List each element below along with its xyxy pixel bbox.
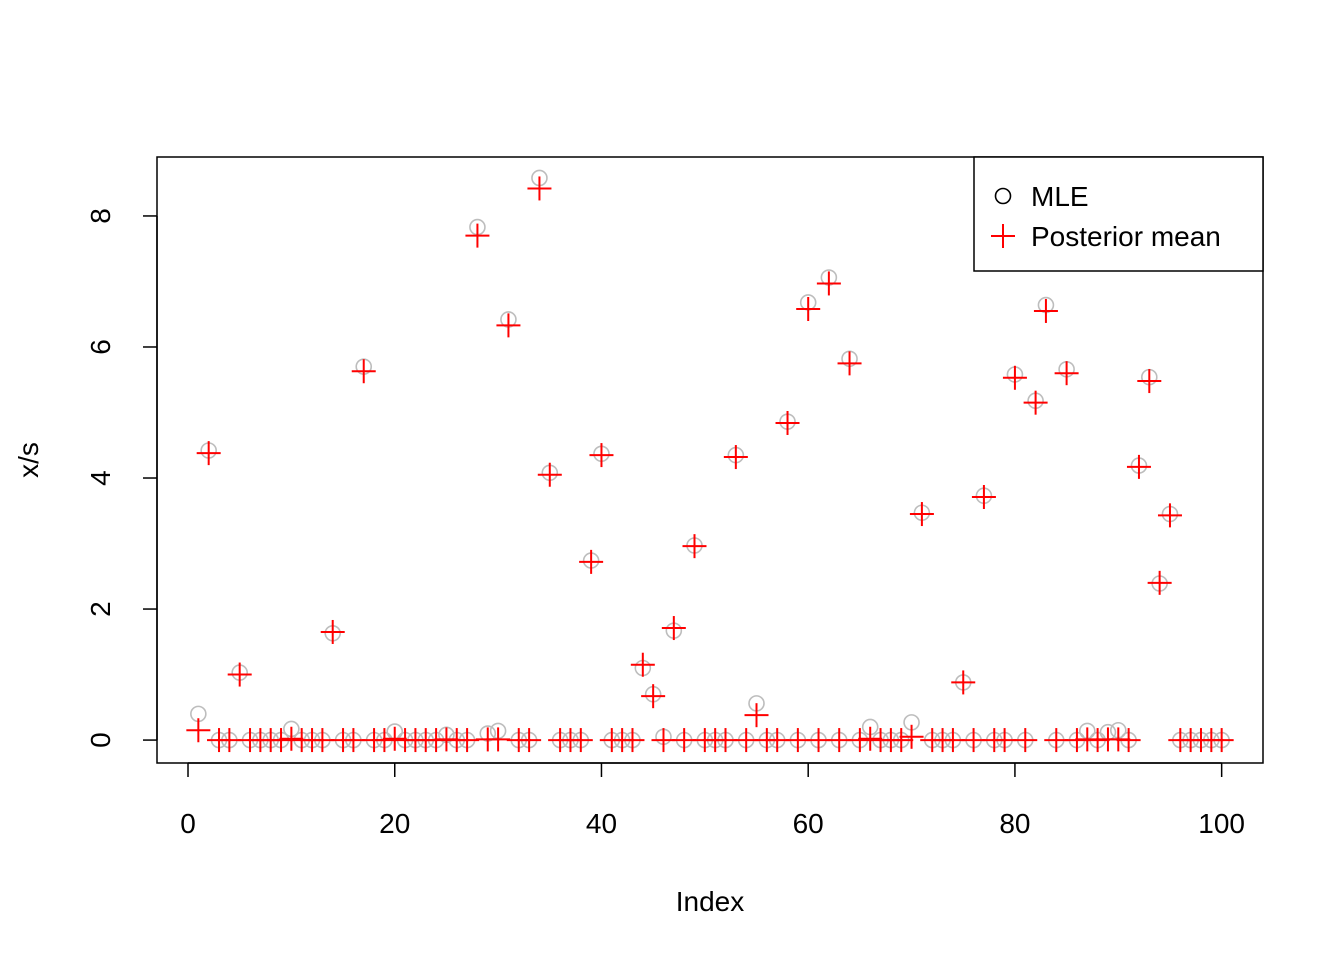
y-tick-label: 2 xyxy=(85,601,116,617)
posterior-mean-point xyxy=(217,728,242,753)
legend-circle-icon xyxy=(994,187,1012,205)
posterior-mean-point xyxy=(837,351,862,376)
posterior-mean-point xyxy=(496,313,521,338)
posterior-mean-point xyxy=(1033,298,1058,323)
posterior-mean-point xyxy=(775,410,800,435)
posterior-mean-point xyxy=(827,728,852,753)
posterior-mean-point xyxy=(620,728,645,753)
posterior-mean-point xyxy=(630,652,655,677)
x-tick-label: 20 xyxy=(379,808,410,839)
y-axis: 0 2 4 6 8 xyxy=(85,208,158,748)
posterior-mean-point xyxy=(971,485,996,510)
posterior-mean-point xyxy=(1157,503,1182,528)
legend-label-mle: MLE xyxy=(1031,181,1089,212)
posterior-mean-point xyxy=(744,703,769,728)
posterior-mean-point xyxy=(320,619,345,644)
y-tick-label: 8 xyxy=(85,208,116,224)
posterior-mean-point xyxy=(279,726,304,751)
posterior-mean-point xyxy=(796,296,821,321)
posterior-mean-point xyxy=(1147,570,1172,595)
posterior-mean-point xyxy=(455,728,480,753)
posterior-mean-point xyxy=(269,728,294,753)
posterior-mean-point xyxy=(227,662,252,687)
posterior-mean-point xyxy=(951,670,976,695)
posterior-mean-point xyxy=(672,728,697,753)
posterior-mean-point xyxy=(1137,369,1162,394)
posterior-mean-point xyxy=(527,176,552,201)
posterior-mean-point xyxy=(1209,728,1234,753)
y-tick-label: 0 xyxy=(85,732,116,748)
posterior-mean-point xyxy=(682,534,707,559)
x-axis-label: Index xyxy=(676,886,745,917)
posterior-mean-point xyxy=(734,728,759,753)
x-tick-label: 0 xyxy=(180,808,196,839)
posterior-mean-point xyxy=(1002,365,1027,390)
posterior-mean-point xyxy=(785,728,810,753)
posterior-mean-point xyxy=(847,728,872,753)
posterior-mean-point xyxy=(568,728,593,753)
posterior-mean-point xyxy=(486,727,511,752)
y-tick-label: 4 xyxy=(85,470,116,486)
posterior-mean-point xyxy=(765,728,790,753)
posterior-mean-point xyxy=(816,271,841,296)
posterior-mean-point xyxy=(806,728,831,753)
posterior-mean-point xyxy=(961,728,986,753)
posterior-mean-point xyxy=(723,445,748,470)
posterior-mean-point xyxy=(899,724,924,749)
posterior-mean-point xyxy=(1116,728,1141,753)
posterior-mean-point xyxy=(661,616,686,641)
posterior-mean-points xyxy=(186,176,1234,753)
legend-plus-icon xyxy=(991,224,1015,248)
y-axis-label: x/s xyxy=(13,442,44,478)
posterior-mean-point xyxy=(858,726,883,751)
posterior-mean-point xyxy=(1054,361,1079,386)
posterior-mean-point xyxy=(1126,454,1151,479)
posterior-mean-point xyxy=(589,443,614,468)
posterior-mean-point xyxy=(351,359,376,384)
posterior-mean-point xyxy=(651,728,676,753)
posterior-mean-point xyxy=(382,726,407,751)
posterior-mean-point xyxy=(537,462,562,487)
posterior-mean-point xyxy=(517,728,542,753)
posterior-mean-point xyxy=(909,502,934,527)
legend: MLE Posterior mean xyxy=(973,156,1264,272)
x-tick-label: 100 xyxy=(1198,808,1245,839)
posterior-mean-point xyxy=(372,728,397,753)
y-tick-label: 6 xyxy=(85,339,116,355)
posterior-mean-point xyxy=(465,223,490,248)
x-tick-label: 40 xyxy=(586,808,617,839)
posterior-mean-point xyxy=(940,728,965,753)
x-tick-label: 80 xyxy=(999,808,1030,839)
posterior-mean-point xyxy=(992,728,1017,753)
x-axis: 0 20 40 60 80 100 xyxy=(180,762,1245,839)
legend-box xyxy=(973,156,1264,272)
posterior-mean-point xyxy=(889,728,914,753)
posterior-mean-point xyxy=(713,728,738,753)
posterior-mean-point xyxy=(1023,390,1048,415)
posterior-mean-point xyxy=(341,728,366,753)
x-tick-label: 60 xyxy=(793,808,824,839)
posterior-mean-point xyxy=(641,684,666,709)
posterior-mean-point xyxy=(310,728,335,753)
posterior-mean-point xyxy=(579,549,604,574)
posterior-mean-point xyxy=(1044,728,1069,753)
posterior-mean-point xyxy=(196,441,221,466)
posterior-mean-point xyxy=(1013,728,1038,753)
legend-label-posterior-mean: Posterior mean xyxy=(1031,221,1221,252)
posterior-mean-point xyxy=(186,718,211,743)
